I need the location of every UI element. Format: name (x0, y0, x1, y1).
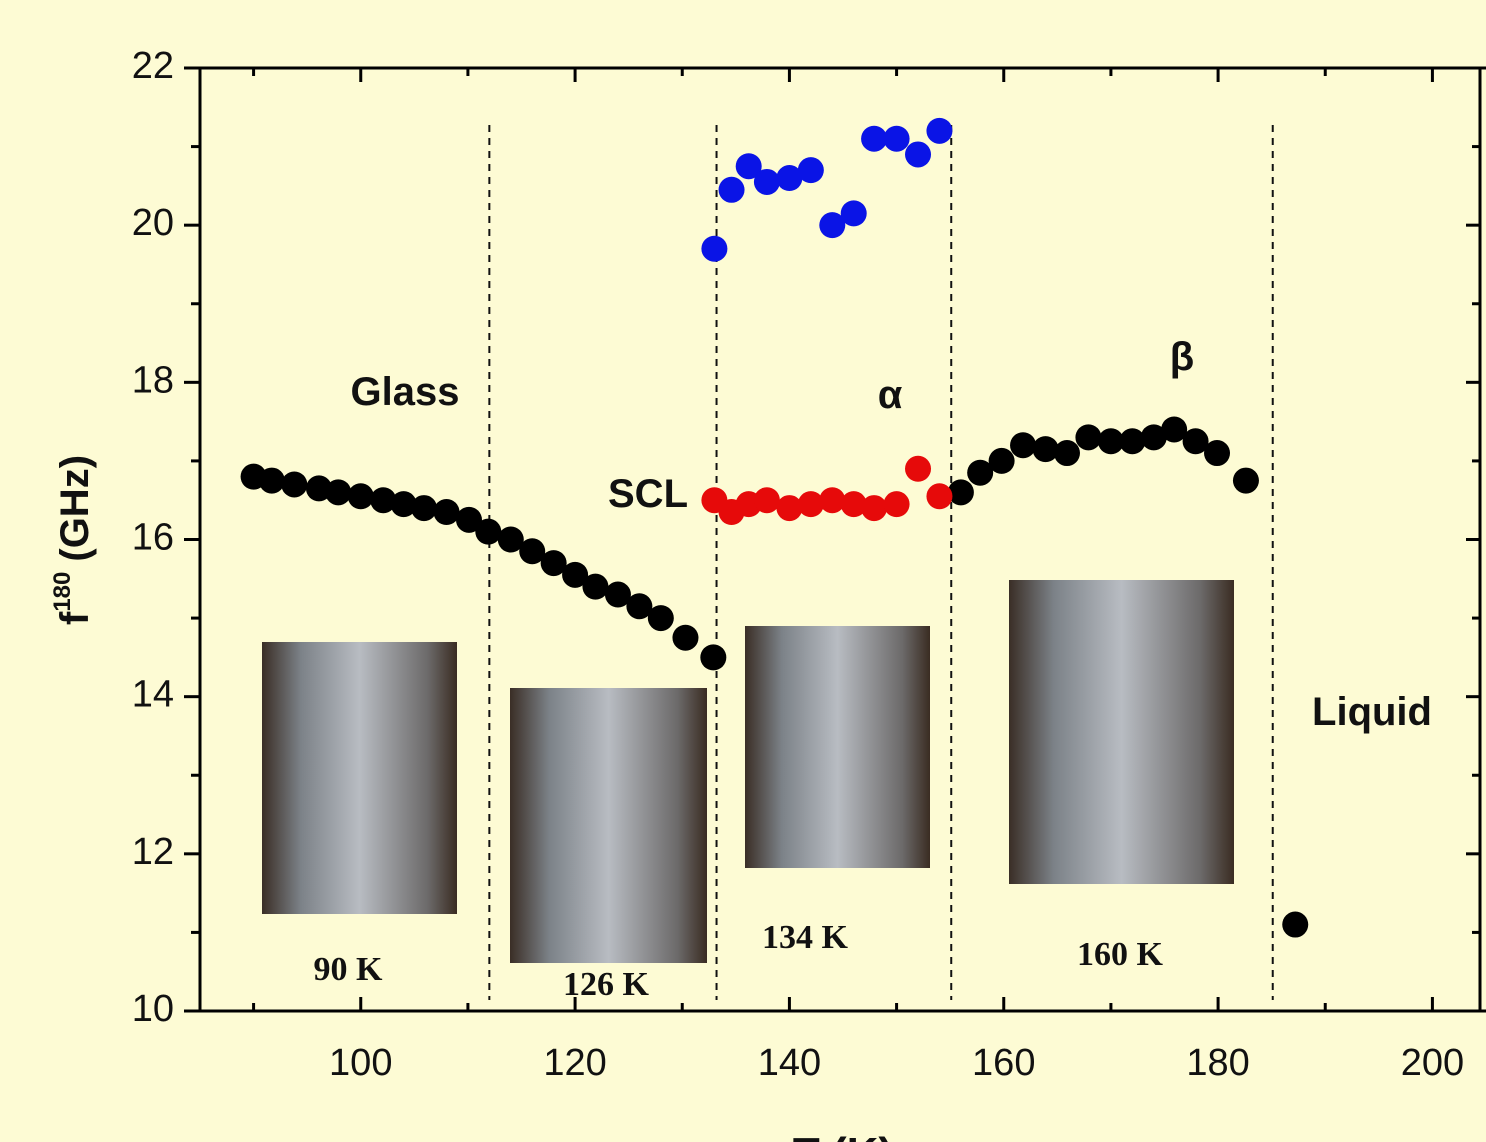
chart: 10012014016018020010121416182022f180(GHz… (0, 0, 1486, 1142)
data-point (1054, 440, 1080, 466)
page: 10012014016018020010121416182022f180(GHz… (0, 0, 1486, 1142)
data-point (672, 625, 698, 651)
data-point (861, 495, 887, 521)
data-point (989, 448, 1015, 474)
data-point (348, 483, 374, 509)
data-point (884, 491, 910, 517)
data-point (719, 177, 745, 203)
data-point (1010, 432, 1036, 458)
y-tick-label: 20 (132, 202, 174, 244)
data-point (1075, 424, 1101, 450)
photo (745, 626, 930, 868)
y-label-sup: 180 (49, 572, 76, 612)
x-tick-label: 200 (1401, 1042, 1464, 1084)
data-point (700, 644, 726, 670)
y-tick-label: 22 (132, 45, 174, 87)
y-label-unit: (GHz) (53, 455, 97, 562)
phase-label: Liquid (1312, 690, 1432, 734)
photo-caption: 134 K (762, 919, 849, 956)
x-tick-label: 180 (1186, 1042, 1249, 1084)
photo (262, 642, 457, 914)
y-tick-label: 18 (132, 359, 174, 401)
x-tick-label: 140 (758, 1042, 821, 1084)
data-point (433, 499, 459, 525)
data-point (905, 141, 931, 167)
photo (510, 688, 707, 963)
photo-caption: 126 K (563, 966, 650, 1003)
y-tick-label: 10 (132, 988, 174, 1030)
data-point (701, 236, 727, 262)
data-point (475, 519, 501, 545)
data-point (648, 605, 674, 631)
photo-caption: 90 K (314, 951, 384, 988)
photo-caption: 160 K (1077, 936, 1164, 973)
phase-label: Glass (351, 370, 460, 414)
y-tick-label: 12 (132, 831, 174, 873)
data-point (754, 169, 780, 195)
data-point (1282, 912, 1308, 938)
data-point (905, 456, 931, 482)
y-tick-label: 14 (132, 674, 174, 716)
y-label-main: f (53, 611, 97, 625)
data-point (798, 157, 824, 183)
data-point (926, 118, 952, 144)
phase-label: β (1170, 335, 1194, 379)
x-tick-label: 160 (972, 1042, 1035, 1084)
data-point (281, 471, 307, 497)
x-axis-label: T (K) (793, 1129, 893, 1142)
data-point (1204, 440, 1230, 466)
data-point (754, 487, 780, 513)
x-tick-label: 120 (543, 1042, 606, 1084)
photo (1009, 580, 1234, 884)
data-point (582, 574, 608, 600)
y-tick-label: 16 (132, 517, 174, 559)
data-point (926, 483, 952, 509)
data-point (861, 126, 887, 152)
phase-label: α (878, 373, 903, 417)
phase-label: SCL (608, 472, 688, 516)
data-point (1233, 468, 1259, 494)
data-point (411, 495, 437, 521)
data-point (325, 479, 351, 505)
data-point (259, 468, 285, 494)
data-point (841, 200, 867, 226)
x-tick-label: 100 (329, 1042, 392, 1084)
data-point (884, 126, 910, 152)
